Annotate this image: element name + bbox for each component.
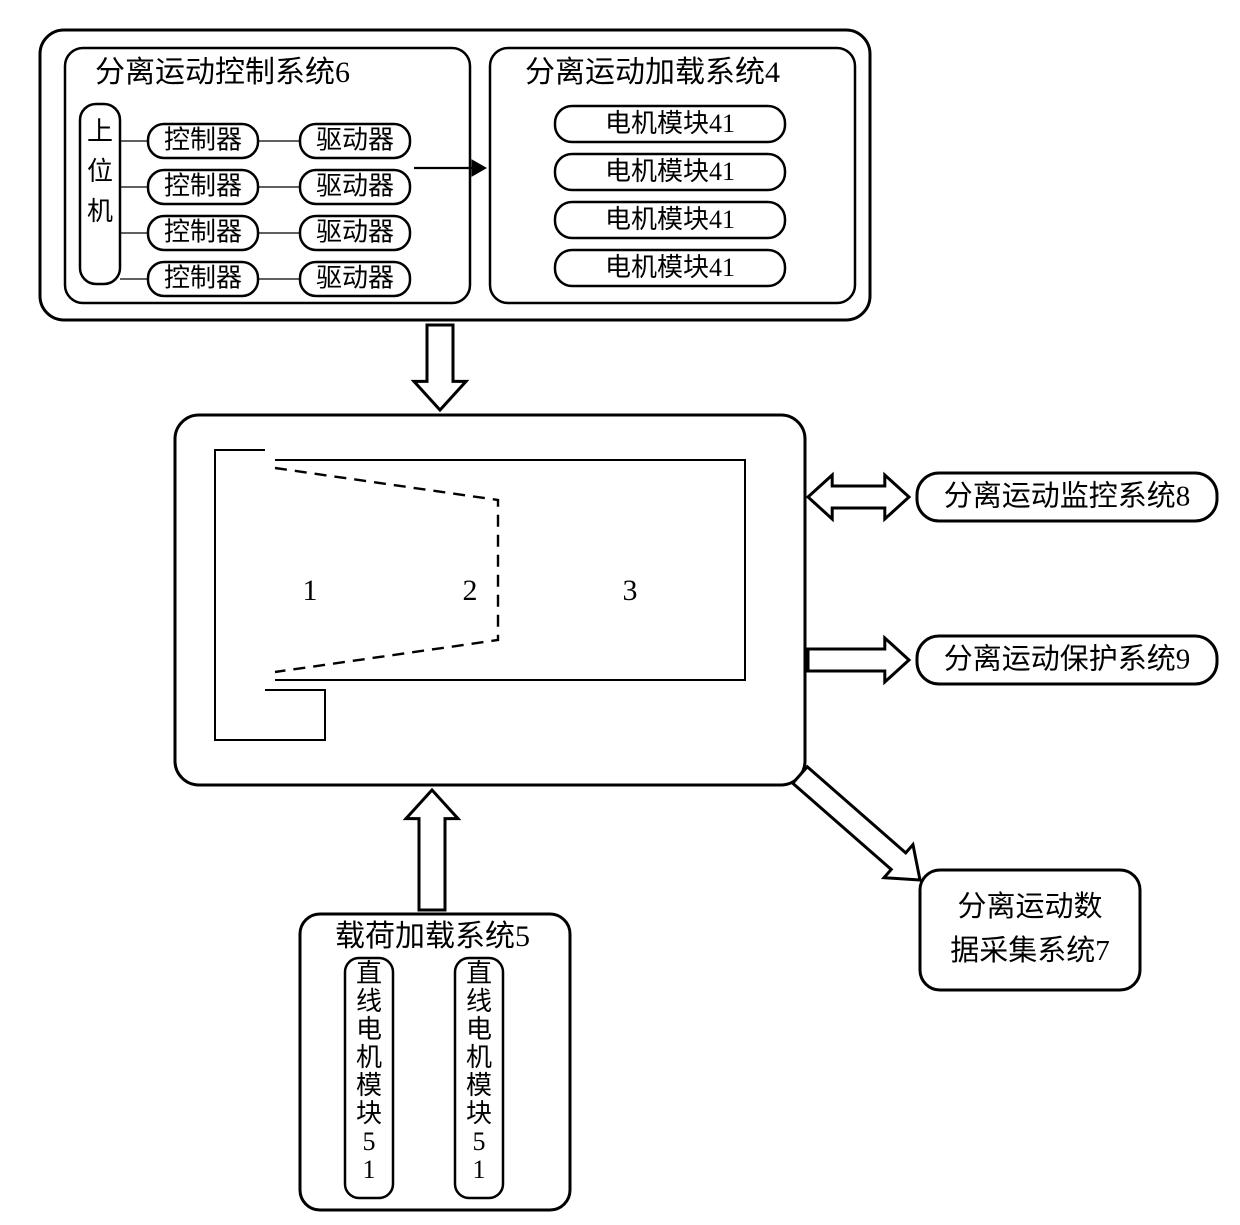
driver-label-0: 驱动器	[316, 125, 394, 154]
linear-motor-char-0-5: 块	[356, 1099, 382, 1128]
linear-motor-char-1-5: 块	[466, 1099, 492, 1128]
arrow-top-to-center	[414, 325, 466, 410]
linear-motor-char-1-4: 模	[466, 1071, 492, 1100]
linear-motor-char-1-1: 线	[466, 987, 492, 1016]
side-protect-label: 分离运动保护系统9	[944, 643, 1191, 676]
side-data-line-0: 分离运动数	[957, 890, 1102, 923]
linear-motor-char-0-4: 模	[356, 1071, 382, 1100]
linear-motor-char-1-0: 直	[466, 959, 492, 988]
controller-label-3: 控制器	[164, 263, 242, 292]
controller-label-0: 控制器	[164, 125, 242, 154]
side-monitor-label: 分离运动监控系统8	[944, 480, 1191, 513]
linear-motor-char-0-2: 电	[356, 1015, 382, 1044]
linear-motor-char-0-7: 1	[363, 1155, 376, 1184]
side-data-line-1: 据采集系统7	[950, 934, 1110, 967]
linear-motor-char-0-0: 直	[356, 959, 382, 988]
label-2: 2	[463, 574, 478, 607]
host-label-char: 机	[87, 197, 113, 226]
arrow-center-to-protect	[808, 638, 909, 682]
carrier-system-box	[300, 914, 570, 1210]
loading-system-title: 分离运动加载系统4	[525, 56, 780, 89]
inner-rect	[275, 460, 745, 680]
linear-motor-char-1-6: 5	[473, 1127, 486, 1156]
driver-label-2: 驱动器	[316, 217, 394, 246]
motor-module-label-2: 电机模块41	[605, 205, 735, 234]
arrow-carrier-to-center	[406, 790, 458, 910]
linear-motor-char-1-7: 1	[473, 1155, 486, 1184]
label-1: 1	[303, 574, 318, 607]
label-3: 3	[623, 574, 638, 607]
linear-motor-char-1-2: 电	[466, 1015, 492, 1044]
linear-motor-char-0-1: 线	[356, 987, 382, 1016]
arrow-center-to-monitor	[808, 475, 909, 519]
controller-label-1: 控制器	[164, 171, 242, 200]
driver-label-3: 驱动器	[316, 263, 394, 292]
control-system-title: 分离运动控制系统6	[95, 56, 350, 89]
host-label-char: 上	[87, 117, 113, 146]
motor-module-label-1: 电机模块41	[605, 157, 735, 186]
trapezoid-dashed	[275, 468, 498, 672]
driver-label-1: 驱动器	[316, 171, 394, 200]
arrow-center-to-data	[793, 767, 920, 880]
linear-motor-char-1-3: 机	[466, 1043, 492, 1072]
center-box	[175, 415, 805, 785]
controller-label-2: 控制器	[164, 217, 242, 246]
motor-module-label-0: 电机模块41	[605, 109, 735, 138]
linear-motor-char-0-6: 5	[363, 1127, 376, 1156]
carrier-system-title: 载荷加载系统5	[335, 920, 530, 953]
linear-motor-char-0-3: 机	[356, 1043, 382, 1072]
motor-module-label-3: 电机模块41	[605, 253, 735, 282]
side-data-box	[920, 870, 1140, 990]
host-label-char: 位	[87, 157, 113, 186]
